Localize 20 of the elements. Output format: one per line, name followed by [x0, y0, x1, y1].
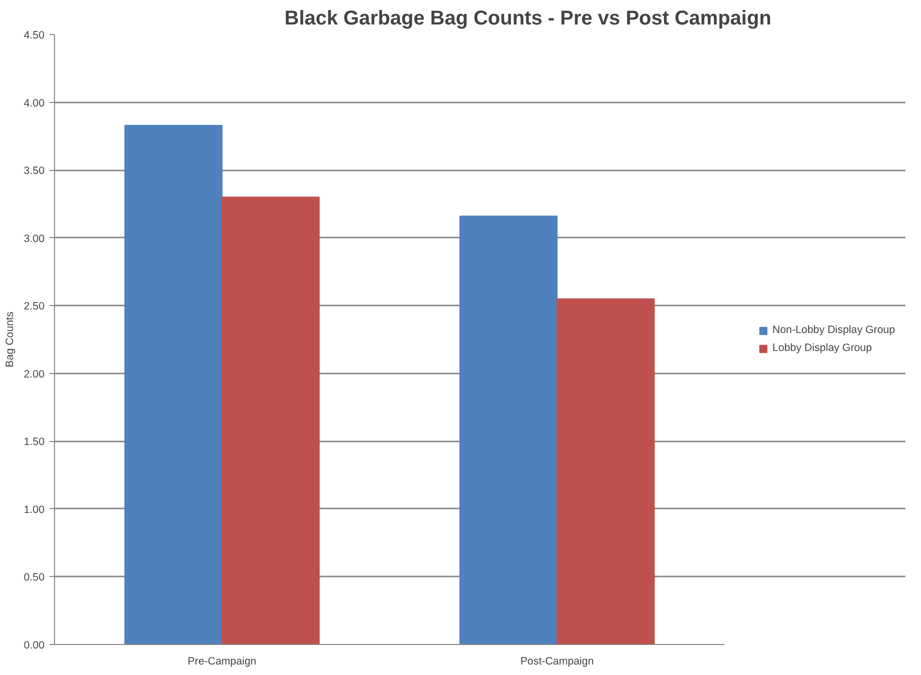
- y-tick-label: 3.50: [24, 165, 45, 178]
- y-axis-title: Bag Counts: [4, 312, 16, 368]
- y-tick-label: 0.00: [24, 640, 45, 652]
- x-tick-label: Pre-Campaign: [188, 656, 256, 668]
- bar: [556, 298, 655, 644]
- y-tick-label: 1.00: [24, 504, 45, 516]
- bar: [222, 196, 320, 644]
- y-tick-label: 0.50: [24, 572, 45, 584]
- legend-label: Lobby Display Group: [772, 342, 872, 354]
- y-tick-label: 4.00: [24, 97, 45, 110]
- bar: [459, 216, 558, 644]
- x-tick-label: Post-Campaign: [520, 656, 594, 668]
- y-tick-label: 4.50: [24, 30, 45, 42]
- legend-label: Non-Lobby Display Group: [772, 324, 895, 336]
- y-tick-label: 1.50: [24, 436, 45, 448]
- chart-title: Black Garbage Bag Counts - Pre vs Post Campaign: [284, 8, 772, 30]
- bar: [124, 124, 223, 644]
- y-tick-label: 2.50: [24, 300, 45, 313]
- y-tick-label: 2.00: [24, 368, 45, 380]
- y-tick-label: 3.00: [24, 232, 45, 245]
